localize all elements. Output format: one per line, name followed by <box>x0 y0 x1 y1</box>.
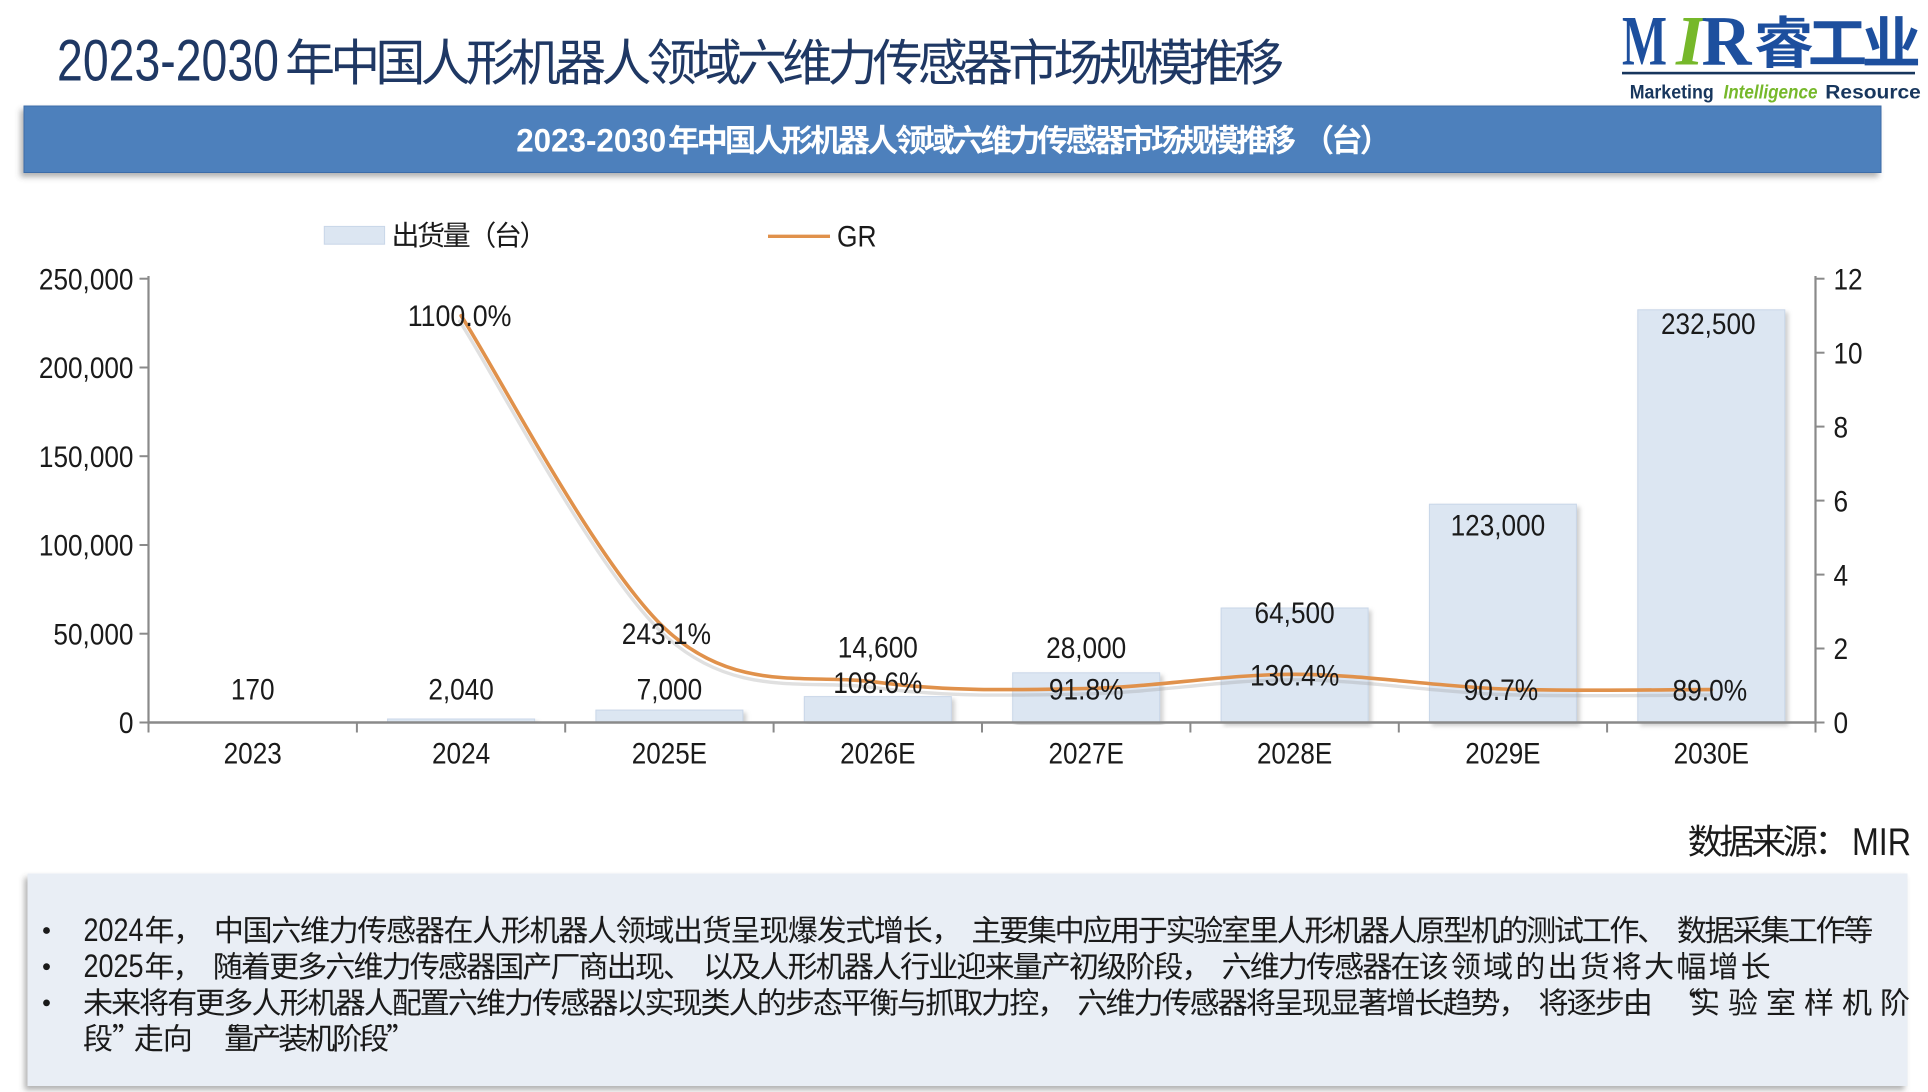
svg-text:2023-2030: 2023-2030 <box>516 123 666 159</box>
svg-text:2,040: 2,040 <box>428 674 494 707</box>
svg-text:2024: 2024 <box>84 912 144 948</box>
svg-text:170: 170 <box>231 674 275 707</box>
svg-text:250,000: 250,000 <box>39 263 134 296</box>
svg-text:2025: 2025 <box>84 948 144 984</box>
svg-text:2023-2030: 2023-2030 <box>57 29 279 94</box>
svg-text:M: M <box>1622 3 1667 81</box>
svg-text:Resource: Resource <box>1825 83 1921 104</box>
svg-text:1100.0%: 1100.0% <box>408 300 512 333</box>
svg-text:8: 8 <box>1834 411 1849 444</box>
svg-text:10: 10 <box>1834 337 1863 370</box>
svg-text:2030E: 2030E <box>1674 738 1749 771</box>
svg-text:12: 12 <box>1834 263 1863 296</box>
svg-text:GR: GR <box>837 220 877 253</box>
svg-text:2024: 2024 <box>432 738 490 771</box>
svg-text:2026E: 2026E <box>840 738 915 771</box>
svg-text:2028E: 2028E <box>1257 738 1332 771</box>
svg-text:90.7%: 90.7% <box>1464 674 1539 707</box>
svg-text:Marketing: Marketing <box>1630 83 1714 104</box>
svg-text:MIR: MIR <box>1852 821 1911 864</box>
svg-text:14,600: 14,600 <box>838 632 918 665</box>
svg-text:243.1%: 243.1% <box>622 618 711 651</box>
svg-text:91.8%: 91.8% <box>1049 673 1124 706</box>
svg-text:108.6%: 108.6% <box>833 667 922 700</box>
svg-text:2: 2 <box>1834 633 1849 666</box>
svg-text:6: 6 <box>1834 485 1849 518</box>
svg-text:I: I <box>1675 3 1706 81</box>
svg-text:123,000: 123,000 <box>1451 510 1546 543</box>
svg-text:100,000: 100,000 <box>39 530 134 563</box>
svg-text:2025E: 2025E <box>632 738 707 771</box>
svg-text:R: R <box>1702 3 1753 81</box>
svg-text:4: 4 <box>1834 559 1849 592</box>
svg-text:0: 0 <box>1834 707 1849 740</box>
svg-text:150,000: 150,000 <box>39 441 134 474</box>
svg-text:89.0%: 89.0% <box>1673 674 1748 707</box>
svg-text:64,500: 64,500 <box>1255 597 1335 630</box>
svg-text:0: 0 <box>119 707 134 740</box>
svg-text:28,000: 28,000 <box>1046 632 1126 665</box>
svg-text:130.4%: 130.4% <box>1250 660 1339 693</box>
svg-text:50,000: 50,000 <box>53 618 133 651</box>
svg-text:7,000: 7,000 <box>637 674 703 707</box>
svg-text:2023: 2023 <box>224 738 282 771</box>
svg-text:Intelligence: Intelligence <box>1724 83 1818 104</box>
svg-text:200,000: 200,000 <box>39 352 134 385</box>
svg-text:232,500: 232,500 <box>1661 308 1756 341</box>
svg-text:2029E: 2029E <box>1465 738 1540 771</box>
svg-text:2027E: 2027E <box>1049 738 1124 771</box>
